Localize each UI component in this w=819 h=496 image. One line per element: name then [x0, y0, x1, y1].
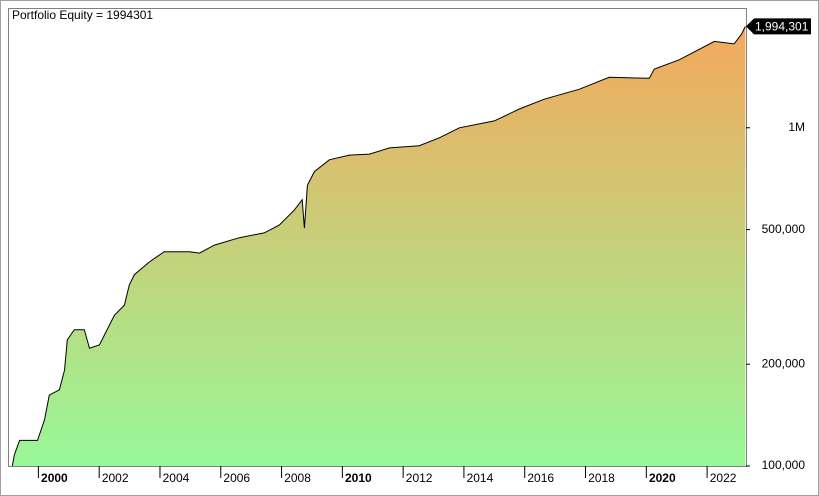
x-tick-label: 2018	[588, 471, 615, 485]
last-value-marker	[746, 18, 811, 35]
x-tick-label: 2016	[527, 471, 554, 485]
x-tick-label: 2010	[345, 471, 372, 485]
chart-title: Portfolio Equity = 1994301	[12, 8, 153, 22]
x-tick-label: 2022	[710, 471, 737, 485]
x-tick-label: 2002	[102, 471, 129, 485]
y-tick-label: 500,000	[762, 222, 806, 236]
x-tick-label: 2004	[163, 471, 190, 485]
x-tick-label: 2020	[649, 471, 676, 485]
equity-area	[12, 26, 746, 467]
equity-line	[11, 26, 746, 467]
y-tick-label: 100,000	[762, 458, 806, 472]
x-tick-label: 2012	[406, 471, 433, 485]
x-tick-label: 2008	[284, 471, 311, 485]
x-tick-label: 2014	[467, 471, 494, 485]
y-tick-label: 1M	[788, 120, 805, 134]
y-tick-label: 200,000	[762, 356, 806, 370]
x-tick-label: 2006	[223, 471, 250, 485]
last-value-label: 1,994,301	[755, 20, 809, 34]
plot-border	[8, 8, 747, 467]
x-tick-label: 2000	[41, 471, 68, 485]
